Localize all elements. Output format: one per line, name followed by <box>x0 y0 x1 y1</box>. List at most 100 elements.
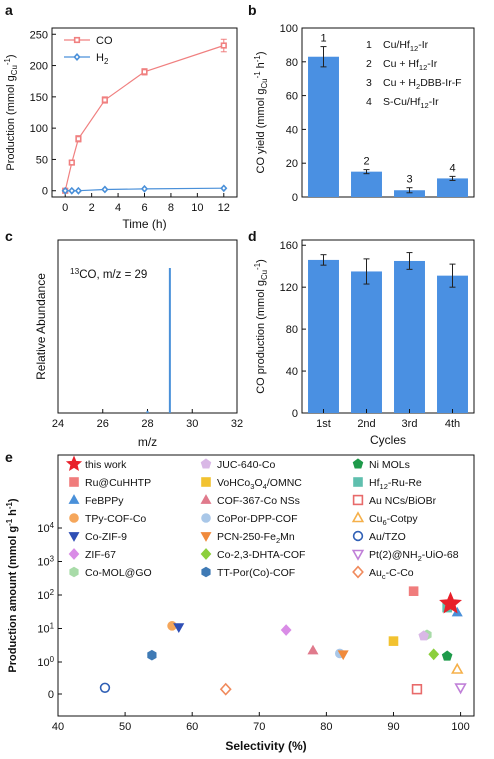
y-axis-label: CO production (mmol gCu-1) <box>253 259 269 394</box>
y-tick-label: 0 <box>292 408 298 420</box>
bar-2nd <box>351 271 382 413</box>
legend-marker <box>351 511 365 523</box>
legend-marker <box>200 458 212 469</box>
legend-marker <box>68 548 80 560</box>
y-axis-label: CO yield (mmol gCu-1 h-1) <box>253 52 269 174</box>
panel-label-d: d <box>248 228 257 244</box>
scatter-point <box>411 683 423 695</box>
legend-label: Pt(2)@NH2-UiO-68 <box>369 549 459 563</box>
data-point <box>141 68 148 75</box>
scatter-point <box>451 662 464 674</box>
plot-frame <box>301 239 475 414</box>
x-tick-label: 30 <box>186 418 198 430</box>
x-tick-label: 60 <box>186 721 198 733</box>
legend-marker <box>200 548 212 560</box>
data-point <box>61 186 69 195</box>
scatter-point <box>451 606 463 617</box>
data-point <box>220 42 227 49</box>
annotation-13co: 13CO, m/z = 29 <box>70 267 147 281</box>
y-tick-label: 60 <box>286 91 298 103</box>
y-tick-label: 100 <box>280 23 298 35</box>
legend-label: Auc-C-Co <box>369 567 414 581</box>
legend-label: VoHCo3O4/OMNC <box>217 477 302 491</box>
x-tick-label: 40 <box>52 721 64 733</box>
legend-marker <box>352 458 364 469</box>
legend-marker <box>352 494 364 506</box>
legend-label: Au/TZO <box>369 531 406 543</box>
legend-label: Hf12-Ru-Re <box>369 477 422 491</box>
legend-number: 3 <box>366 77 372 89</box>
bar-1 <box>308 56 339 198</box>
plot-frame <box>57 454 475 717</box>
data-point <box>74 186 83 195</box>
scatter-point <box>408 586 419 596</box>
x-tick-label: 12 <box>218 202 230 214</box>
x-axis-label: Time (h) <box>122 217 166 231</box>
legend-marker <box>353 477 363 487</box>
data-point <box>68 159 75 166</box>
y-tick-label: 120 <box>280 282 298 294</box>
legend-label: Cu + H2DBB-Ir-F <box>383 77 462 91</box>
data-point <box>101 185 109 194</box>
panel-label-c: c <box>5 228 13 244</box>
legend-label: H2 <box>96 52 108 66</box>
x-tick-label: 28 <box>141 418 153 430</box>
panel-c: 24 26 28 30 32 m/z Relative Abundance 13CO, m/z… <box>34 239 243 449</box>
panel-a: 0 2 4 6 8 10 12 0 50 100 150 200 250 Time (h) Producti… <box>3 27 238 231</box>
legend-label: TT-Por(Co)-COF <box>217 567 295 579</box>
x-tick-label: 90 <box>387 721 399 733</box>
x-tick-label: 3rd <box>402 418 418 430</box>
x-axis-label: m/z <box>138 435 157 449</box>
legend-marker <box>351 549 365 561</box>
bar-label: 3 <box>406 174 412 186</box>
x-tick-label: 6 <box>141 202 147 214</box>
panel-label-e: e <box>5 449 13 465</box>
y-tick-label: 80 <box>286 57 298 69</box>
y-tick-label: 40 <box>286 124 298 136</box>
scatter-point <box>99 682 111 693</box>
peak-mz-28 <box>146 410 149 413</box>
plot-frame <box>51 27 238 198</box>
legend-label: TPy-COF-Co <box>85 513 146 525</box>
legend-label: Co-2,3-DHTA-COF <box>217 549 305 561</box>
y-axis-label: Production (mmol gCu-1) <box>3 54 19 170</box>
bar-label: 4 <box>449 162 455 174</box>
scatter-point <box>337 650 349 661</box>
x-tick-label: 100 <box>451 721 469 733</box>
x-tick-label: 80 <box>320 721 332 733</box>
legend-label: Co-ZIF-9 <box>85 531 127 543</box>
y-tick-label: 103 <box>37 555 54 569</box>
legend-number: 2 <box>366 58 372 70</box>
bar-4 <box>437 178 468 197</box>
legend-marker <box>200 494 212 504</box>
legend-label: Cu6-Cotpy <box>369 513 418 527</box>
legend-marker <box>73 36 81 44</box>
legend-marker <box>65 455 83 471</box>
y-tick-label: 80 <box>286 324 298 336</box>
legend-marker <box>68 494 80 504</box>
y-tick-label: 20 <box>286 158 298 170</box>
bar-3 <box>394 190 425 197</box>
data-point <box>140 184 149 193</box>
legend-label: Au NCs/BiOBr <box>369 495 437 507</box>
x-axis-label: Selectivity (%) <box>225 739 306 753</box>
legend-label: FeBPPy <box>85 495 124 507</box>
x-tick-label: 10 <box>191 202 203 214</box>
y-tick-label: 40 <box>286 366 298 378</box>
legend-label: S-Cu/Hf12-Ir <box>383 96 439 110</box>
x-tick-label: 1st <box>316 418 331 430</box>
scatter-point <box>307 644 319 655</box>
x-tick-label: 2nd <box>357 418 375 430</box>
y-tick-label: 0 <box>48 689 54 701</box>
legend-marker <box>69 513 79 523</box>
data-point <box>68 186 76 195</box>
bar-4th <box>437 275 468 413</box>
legend-number: 4 <box>366 96 372 108</box>
bar-label: 1 <box>320 33 326 45</box>
data-point <box>75 135 82 142</box>
y-axis-label: Relative Abundance <box>34 273 48 380</box>
plot-frame <box>301 27 475 198</box>
data-point <box>101 96 108 104</box>
legend-number: 1 <box>366 39 372 51</box>
